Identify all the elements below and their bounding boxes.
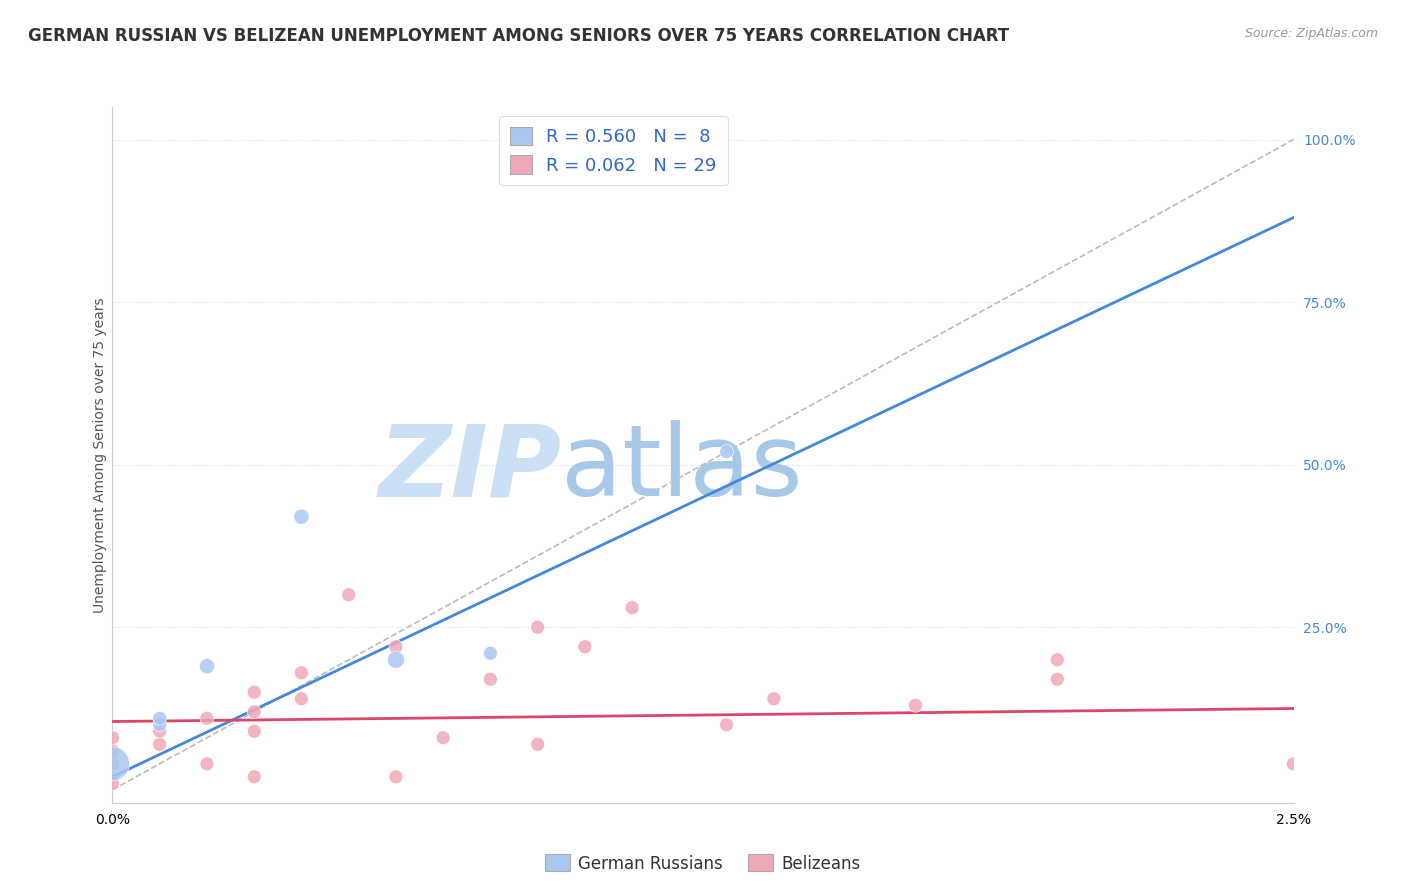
Point — [479, 672, 502, 686]
Point — [101, 756, 124, 771]
Point — [243, 724, 266, 739]
Point — [195, 756, 218, 771]
Text: Source: ZipAtlas.com: Source: ZipAtlas.com — [1244, 27, 1378, 40]
Point — [290, 665, 312, 680]
Point — [385, 640, 408, 654]
Point — [101, 744, 124, 758]
Point — [149, 737, 172, 751]
Point — [526, 737, 548, 751]
Text: ZIP: ZIP — [378, 420, 561, 517]
Point — [243, 685, 266, 699]
Point — [716, 718, 738, 732]
Point — [1046, 672, 1069, 686]
Point — [149, 724, 172, 739]
Legend: R = 0.560   N =  8, R = 0.062   N = 29: R = 0.560 N = 8, R = 0.062 N = 29 — [499, 116, 727, 186]
Point — [574, 640, 596, 654]
Point — [101, 731, 124, 745]
Point — [432, 731, 454, 745]
Point — [149, 711, 172, 725]
Y-axis label: Unemployment Among Seniors over 75 years: Unemployment Among Seniors over 75 years — [93, 297, 107, 613]
Point — [149, 718, 172, 732]
Point — [101, 756, 124, 771]
Point — [1282, 756, 1305, 771]
Legend: German Russians, Belizeans: German Russians, Belizeans — [538, 847, 868, 880]
Point — [101, 776, 124, 790]
Point — [526, 620, 548, 634]
Point — [195, 659, 218, 673]
Text: GERMAN RUSSIAN VS BELIZEAN UNEMPLOYMENT AMONG SENIORS OVER 75 YEARS CORRELATION : GERMAN RUSSIAN VS BELIZEAN UNEMPLOYMENT … — [28, 27, 1010, 45]
Point — [716, 444, 738, 458]
Point — [337, 588, 360, 602]
Point — [479, 646, 502, 660]
Point — [904, 698, 927, 713]
Point — [290, 509, 312, 524]
Point — [243, 705, 266, 719]
Point — [385, 653, 408, 667]
Point — [621, 600, 644, 615]
Point — [385, 770, 408, 784]
Point — [195, 711, 218, 725]
Point — [762, 691, 785, 706]
Point — [1046, 653, 1069, 667]
Point — [243, 770, 266, 784]
Point — [290, 691, 312, 706]
Text: atlas: atlas — [561, 420, 803, 517]
